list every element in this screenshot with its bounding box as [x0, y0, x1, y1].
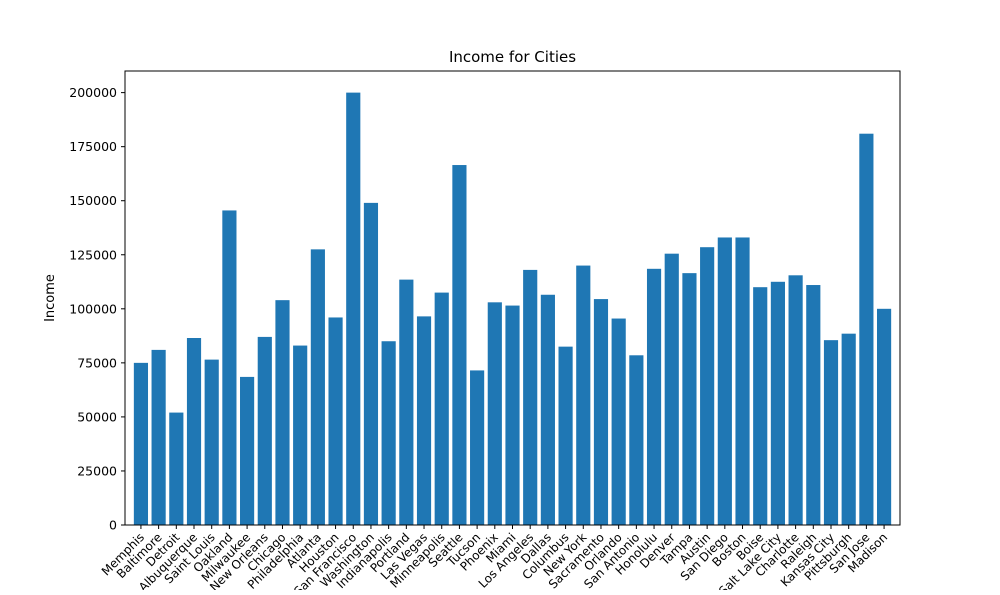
- bar-boston: [735, 237, 750, 525]
- bar-indianapolis: [381, 341, 396, 525]
- bar-baltimore: [151, 349, 166, 525]
- bar-seattle: [452, 165, 467, 526]
- bar-detroit: [169, 412, 184, 525]
- bar-saint-louis: [204, 359, 219, 525]
- chart-title: Income for Cities: [449, 48, 576, 66]
- bar-miami: [505, 305, 520, 525]
- plot-frame: [124, 70, 901, 526]
- bar-salt-lake-city: [770, 281, 785, 525]
- bar-dallas: [540, 294, 555, 525]
- bar-sacramento: [593, 299, 609, 525]
- bar-kansas-city: [823, 340, 839, 525]
- y-tick-label: 75000: [77, 355, 117, 370]
- bar-atlanta: [310, 249, 325, 526]
- bar-milwaukee: [240, 376, 255, 525]
- bar-las-vegas: [416, 316, 432, 525]
- bar-boise: [753, 287, 768, 525]
- y-axis-label: Income: [43, 274, 58, 322]
- y-tick-label: 200000: [69, 85, 117, 100]
- bar-columbus: [558, 346, 573, 525]
- bar-tucson: [470, 370, 485, 525]
- bar-san-diego: [717, 237, 732, 525]
- bar-new-orleans: [257, 336, 272, 525]
- bar-charlotte: [788, 275, 803, 525]
- y-tick-label: 150000: [69, 193, 117, 208]
- bar-minneapolis: [434, 292, 449, 525]
- bar-tampa: [682, 273, 697, 525]
- bars: [133, 92, 892, 526]
- bar-oakland: [222, 210, 237, 525]
- bar-memphis: [133, 362, 149, 525]
- bar-san-francisco: [346, 92, 361, 526]
- bar-austin: [700, 247, 715, 525]
- bar-chicago: [275, 300, 290, 525]
- bar-houston: [328, 317, 343, 525]
- bar-denver: [664, 253, 679, 525]
- bar-albuquerque: [186, 338, 202, 525]
- bar-san-antonio: [629, 355, 644, 525]
- bar-portland: [399, 279, 414, 525]
- bar-pittsburgh: [841, 333, 856, 525]
- bar-madison: [877, 308, 892, 525]
- y-tick-label: 50000: [77, 409, 117, 424]
- bar-honolulu: [646, 268, 662, 525]
- x-axis-ticks: MemphisBaltimoreDetroitAlbuquerqueSaint …: [99, 525, 890, 595]
- bar-san-jose: [859, 133, 874, 525]
- bar-raleigh: [806, 285, 821, 525]
- y-tick-label: 175000: [69, 139, 117, 154]
- bar-washington: [363, 202, 379, 525]
- bar-philadelphia: [293, 345, 308, 525]
- y-tick-label: 0: [109, 518, 117, 533]
- y-tick-label: 25000: [77, 463, 117, 478]
- bar-new-york: [576, 265, 591, 525]
- y-axis-ticks: 0 25000 50000 75000 100000 125000 150000 175000…: [69, 85, 125, 533]
- y-tick-label: 125000: [69, 247, 117, 262]
- bar-phoenix: [487, 302, 502, 525]
- bar-los-angeles: [523, 269, 538, 525]
- bar-orlando: [611, 318, 626, 525]
- y-tick-label: 100000: [69, 301, 117, 316]
